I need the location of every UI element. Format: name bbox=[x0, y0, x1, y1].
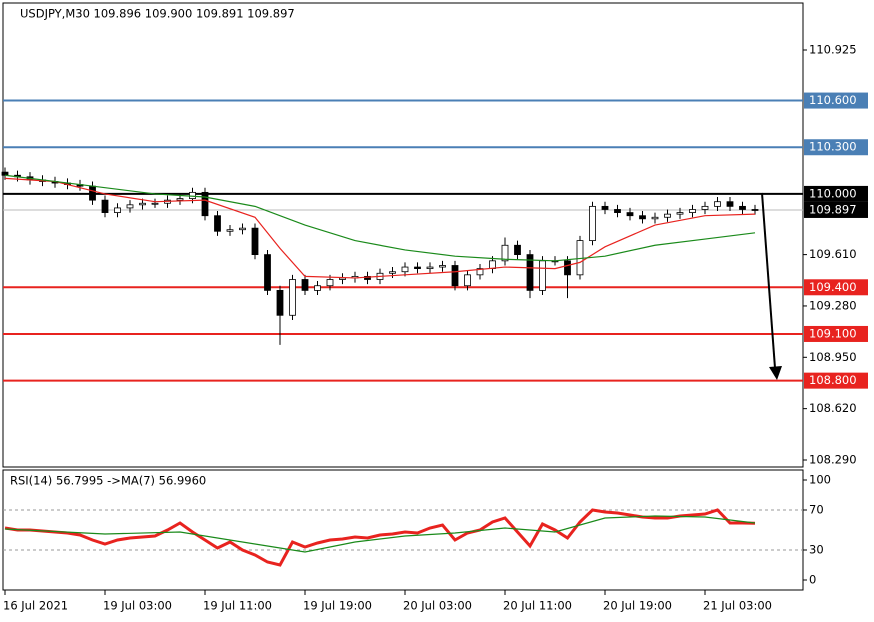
candle-body bbox=[476, 268, 484, 276]
series-line bbox=[4, 508, 756, 567]
candle-body bbox=[739, 205, 746, 210]
panel-frame bbox=[2, 2, 804, 468]
level-label-box bbox=[804, 92, 868, 109]
y-tick-label: 108.620 bbox=[809, 401, 857, 415]
arrow-head bbox=[769, 366, 782, 380]
level-label: 109.400 bbox=[809, 280, 857, 294]
candle-body bbox=[676, 212, 684, 215]
candle-body bbox=[526, 254, 534, 291]
x-tick-label: 20 Jul 03:00 bbox=[403, 599, 472, 613]
y-tick-label: 109.280 bbox=[809, 298, 857, 312]
arrow bbox=[761, 192, 776, 369]
title-bg bbox=[6, 473, 246, 488]
level-label: 108.800 bbox=[809, 373, 857, 387]
x-tick-label: 16 Jul 2021 bbox=[3, 599, 68, 613]
candle-body bbox=[251, 227, 259, 256]
candle-body bbox=[414, 266, 421, 270]
x-tick-label: 19 Jul 03:00 bbox=[103, 599, 172, 613]
candle-body bbox=[326, 279, 334, 287]
level-label-box bbox=[804, 139, 868, 156]
y-tick-label: 110.925 bbox=[809, 42, 857, 56]
candle-body bbox=[264, 254, 271, 291]
candle-body bbox=[214, 215, 221, 232]
candle-body bbox=[139, 202, 146, 206]
candle-body bbox=[226, 229, 234, 232]
candle-body bbox=[1, 171, 9, 176]
candle-body bbox=[189, 191, 196, 199]
level-label-box bbox=[804, 279, 868, 296]
x-tick-label: 19 Jul 19:00 bbox=[303, 599, 372, 613]
series-line bbox=[4, 177, 756, 279]
candle-body bbox=[276, 289, 284, 316]
candle-body bbox=[439, 265, 446, 268]
candle-body bbox=[689, 209, 696, 213]
candle-body bbox=[726, 201, 734, 207]
x-tick-label: 19 Jul 11:00 bbox=[203, 599, 272, 613]
candle-body bbox=[751, 209, 759, 211]
candle-body bbox=[151, 202, 159, 205]
level-label: 109.100 bbox=[809, 326, 857, 340]
candle-body bbox=[501, 244, 509, 262]
current-price-box bbox=[804, 201, 868, 218]
candle-body bbox=[101, 199, 109, 213]
candle-body bbox=[314, 285, 321, 291]
y-tick-label: 30 bbox=[809, 543, 824, 557]
candle-body bbox=[426, 266, 434, 270]
x-tick-label: 20 Jul 19:00 bbox=[603, 599, 672, 613]
candle-body bbox=[401, 266, 409, 273]
candle-body bbox=[289, 279, 296, 316]
candle-body bbox=[639, 215, 646, 220]
x-tick-label: 20 Jul 11:00 bbox=[503, 599, 572, 613]
level-label: 110.300 bbox=[809, 140, 857, 154]
level-label-box bbox=[804, 325, 868, 342]
y-tick-label: 109.610 bbox=[809, 247, 857, 261]
candle-body bbox=[614, 209, 621, 213]
candle-body bbox=[301, 279, 309, 291]
series-line bbox=[4, 174, 756, 262]
candle-body bbox=[114, 207, 121, 213]
level-label-box bbox=[804, 185, 868, 202]
candle-body bbox=[239, 227, 246, 231]
candle-body bbox=[176, 198, 184, 201]
level-label: 110.600 bbox=[809, 93, 857, 107]
series-line bbox=[4, 515, 756, 553]
panel-frame bbox=[2, 469, 804, 591]
y-tick-label: 0 bbox=[809, 573, 816, 587]
candle-body bbox=[464, 274, 471, 287]
candle-body bbox=[201, 191, 209, 217]
candle-body bbox=[126, 204, 134, 209]
candle-body bbox=[714, 201, 721, 207]
candle-body bbox=[589, 205, 596, 242]
candle-body bbox=[451, 265, 459, 287]
y-tick-label: 108.290 bbox=[809, 452, 857, 466]
candle-body bbox=[564, 260, 571, 276]
candle-body bbox=[389, 271, 396, 274]
title-bg bbox=[18, 6, 348, 21]
panel-title: USDJPY,M30 109.896 109.900 109.891 109.8… bbox=[20, 7, 295, 21]
candle-body bbox=[626, 212, 634, 217]
x-tick-label: 21 Jul 03:00 bbox=[703, 599, 772, 613]
level-label-box bbox=[804, 372, 868, 389]
candle-body bbox=[514, 244, 521, 256]
y-tick-label: 108.950 bbox=[809, 350, 857, 364]
candle-body bbox=[701, 205, 709, 210]
candle-body bbox=[601, 205, 609, 210]
candle-body bbox=[651, 216, 659, 220]
candle-body bbox=[539, 260, 546, 291]
panel-title: RSI(14) 56.7995 ->MA(7) 56.9960 bbox=[10, 474, 206, 488]
current-price-label: 109.897 bbox=[809, 202, 857, 216]
level-label: 110.000 bbox=[809, 186, 857, 200]
candle-body bbox=[664, 213, 671, 218]
y-tick-label: 70 bbox=[809, 503, 824, 517]
candle-body bbox=[89, 185, 96, 201]
y-tick-label: 100 bbox=[809, 473, 831, 487]
